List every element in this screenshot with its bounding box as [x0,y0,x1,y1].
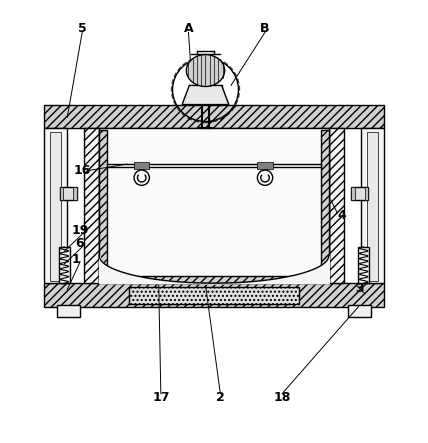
Bar [99,128,329,283]
Bar [367,132,378,281]
Text: 16: 16 [74,164,91,177]
Bar [59,187,63,200]
Bar [59,247,70,283]
Bar [348,305,372,317]
Text: 2: 2 [216,392,225,404]
Text: 6: 6 [76,237,84,250]
Bar [321,130,329,281]
Text: 4: 4 [337,209,346,222]
Bar [59,187,77,200]
Bar [361,128,384,283]
Bar [44,128,67,283]
Bar [50,132,61,281]
Bar [329,128,344,283]
Bar [44,105,384,128]
Bar [351,187,355,200]
Text: B: B [260,22,270,35]
Bar [99,130,107,281]
Text: 3: 3 [356,282,364,295]
Bar [365,187,369,200]
Text: 18: 18 [273,392,291,404]
Text: 5: 5 [78,22,86,35]
Ellipse shape [186,54,225,86]
Text: 1: 1 [71,253,80,266]
Bar [134,162,149,169]
Text: A: A [184,22,193,35]
Bar [56,305,80,317]
Text: 19: 19 [71,224,89,237]
Text: 17: 17 [152,392,169,404]
Bar [107,276,321,283]
Polygon shape [182,85,229,105]
Bar [351,187,369,200]
Bar [257,162,273,169]
Bar [129,287,299,304]
Bar [358,247,369,283]
Bar [73,187,77,200]
Bar [84,128,99,283]
Bar [44,283,384,307]
